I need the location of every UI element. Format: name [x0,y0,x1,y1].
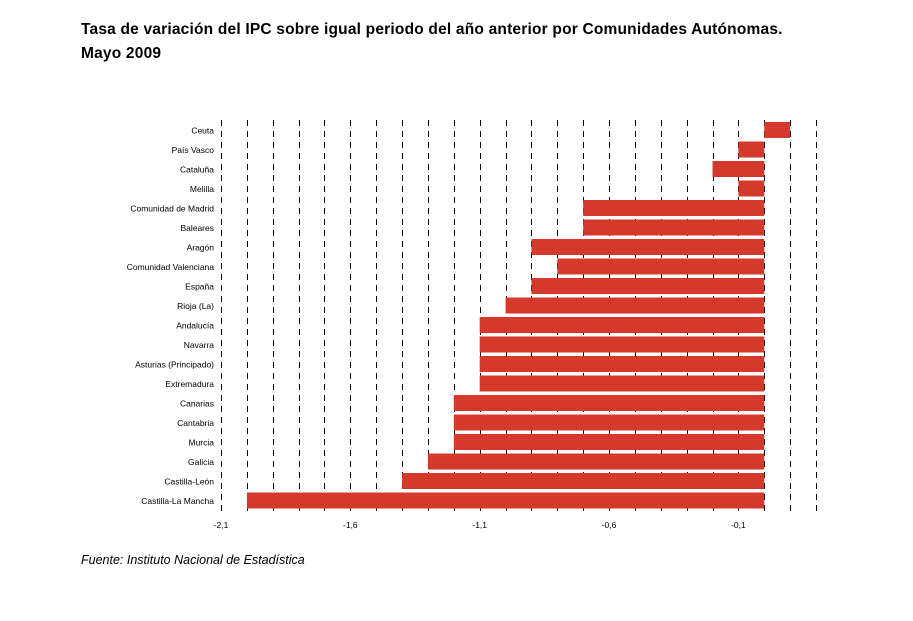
x-tick-labels: -2,1 -1,6 -1,1 -0,6 -0,1 [214,520,746,530]
bar [479,375,765,392]
bar [453,414,765,431]
bar [712,161,765,177]
bar [738,180,765,197]
bar [453,395,765,411]
category-label: Extremadura [165,379,214,389]
category-label: Comunidad de Madrid [130,204,214,214]
category-label: Cataluña [180,165,214,175]
category-label: Canarias [180,399,214,409]
category-label: País Vasco [172,145,215,155]
bar [479,336,765,353]
bar [402,473,765,489]
x-tick-label: -1,1 [472,520,487,530]
category-label: Castilla-León [164,477,214,487]
bar [453,434,765,450]
bar [764,122,791,138]
bar [427,453,765,470]
category-label: Asturias (Principado) [135,360,214,370]
bar [479,317,765,333]
bar [246,492,765,509]
bars [246,122,791,509]
category-label: Baleares [180,223,214,233]
chart-title-line1: Tasa de variación del IPC sobre igual pe… [81,21,783,38]
chart-title-line2: Mayo 2009 [81,45,162,62]
bar [531,239,765,255]
category-label: España [185,282,214,292]
bar [505,297,765,314]
bar [738,141,765,158]
bar [531,278,765,294]
category-label: Galicia [188,457,214,467]
gridlines [221,120,817,512]
category-label: Ceuta [191,126,214,136]
category-label: Cantabria [177,418,214,428]
category-label: Comunidad Valenciana [127,262,215,272]
category-label: Murcia [188,438,214,448]
category-label: Navarra [184,340,215,350]
bar [479,356,765,372]
category-label: Aragón [187,243,215,253]
category-label: Andalucía [176,321,214,331]
bar [557,258,765,275]
category-label: Melilla [190,184,214,194]
source-note: Fuente: Instituto Nacional de Estadístic… [81,553,305,567]
chart-title: Tasa de variación del IPC sobre igual pe… [81,18,861,66]
category-label: Castilla-La Mancha [141,496,214,506]
x-tick-label: -0,1 [731,520,746,530]
category-labels: Ceuta País Vasco Cataluña Melilla Comunidad … [127,126,215,507]
x-tick-label: -0,6 [602,520,617,530]
x-tick-label: -1,6 [343,520,358,530]
bar [583,219,765,236]
category-label: Rioja (La) [177,301,214,311]
bar [583,200,765,216]
x-tick-label: -2,1 [214,520,229,530]
